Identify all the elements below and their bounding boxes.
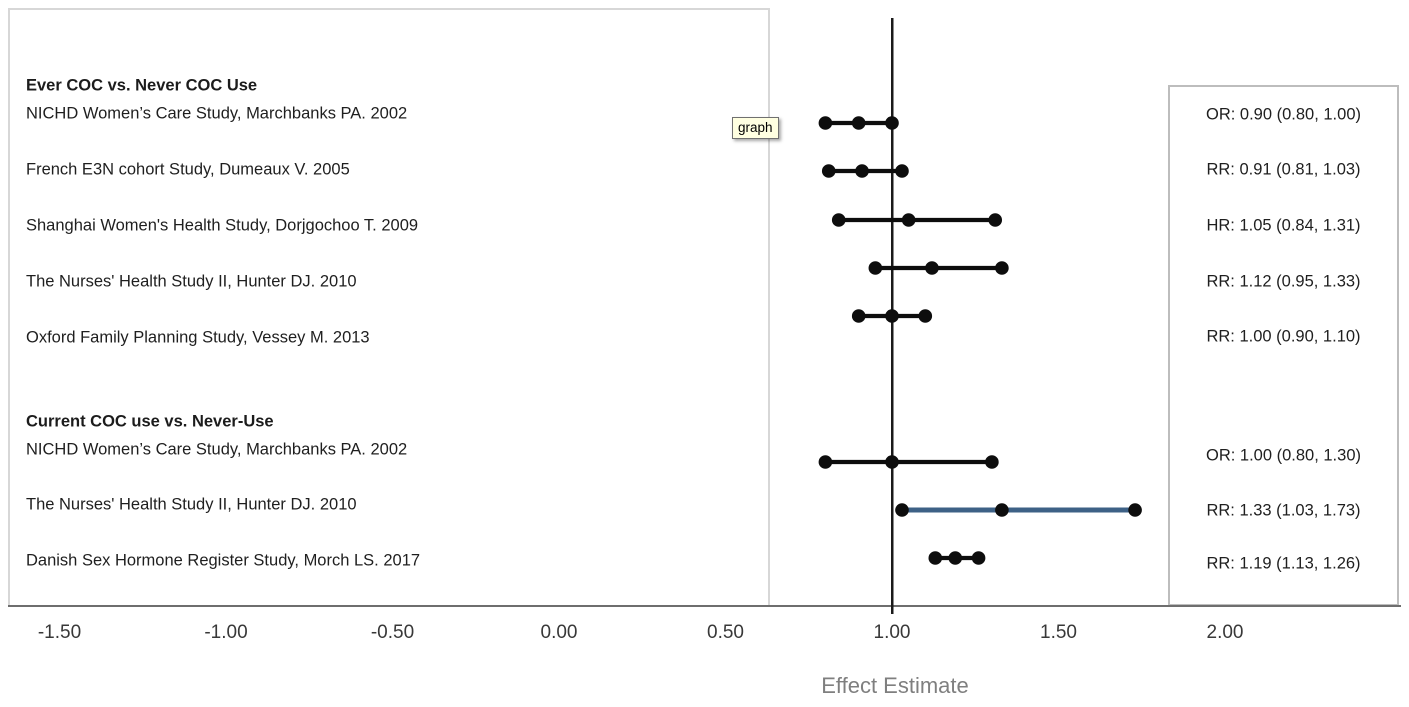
chart-hover-tooltip: graph: [732, 117, 779, 139]
estimates-panel: [1168, 85, 1399, 606]
ci-endpoint-marker: [995, 261, 1009, 275]
x-axis-title: Effect Estimate: [821, 673, 969, 698]
data-rows-layer: [818, 116, 1142, 565]
estimate-marker: [851, 116, 866, 130]
ci-endpoint-marker: [971, 551, 986, 565]
estimate-marker: [901, 213, 916, 227]
ci-endpoint-marker: [831, 213, 846, 227]
ci-endpoint-marker: [818, 116, 833, 130]
ci-endpoint-marker: [988, 213, 1003, 227]
ci-endpoint-marker: [821, 164, 836, 178]
ci-endpoint-marker: [895, 503, 909, 517]
ci-endpoint-marker: [918, 309, 933, 323]
ci-endpoint-marker: [895, 164, 909, 178]
ci-endpoint-marker: [985, 455, 999, 469]
estimate-marker: [995, 503, 1009, 517]
ci-endpoint-marker: [885, 116, 899, 130]
ci-endpoint-marker: [928, 551, 943, 565]
ci-endpoint-marker: [1128, 503, 1142, 517]
estimate-marker: [925, 261, 939, 275]
ci-endpoint-marker: [851, 309, 866, 323]
study-labels-panel: [8, 8, 770, 607]
estimate-marker: [948, 551, 963, 565]
estimate-marker: [855, 164, 869, 178]
ci-endpoint-marker: [818, 455, 833, 469]
estimate-marker: [885, 309, 899, 323]
estimate-marker: [885, 455, 899, 469]
ci-endpoint-marker: [868, 261, 883, 275]
